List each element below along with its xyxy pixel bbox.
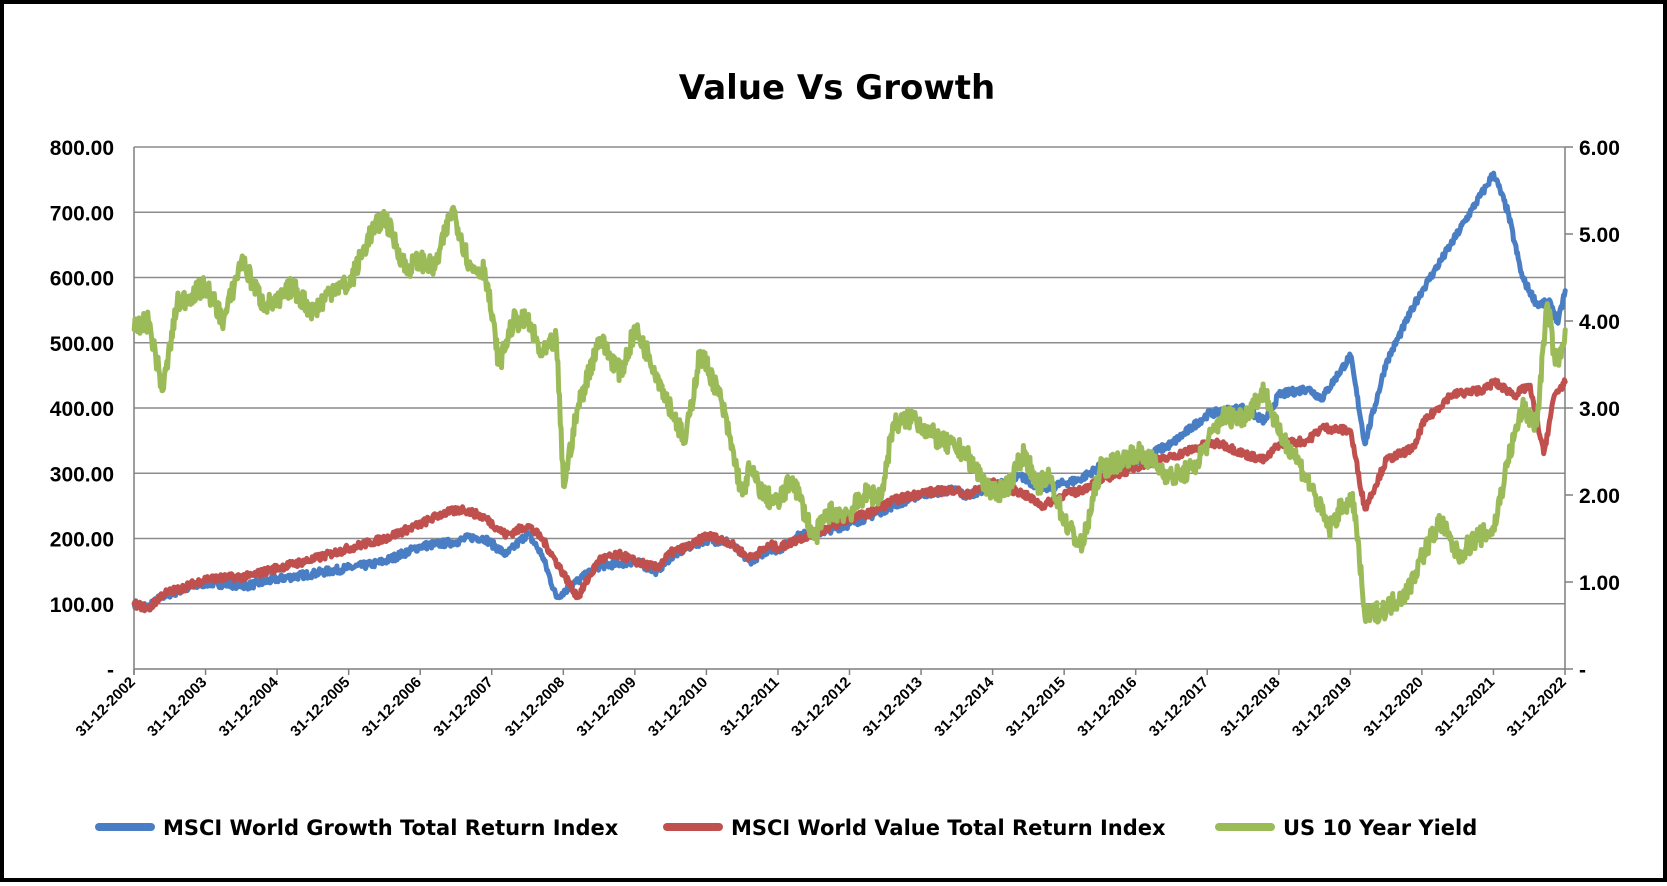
x-tick-label: 31-12-2014 bbox=[931, 673, 998, 740]
series-lines bbox=[131, 170, 1568, 625]
y-right-tick-label: 4.00 bbox=[1579, 311, 1620, 334]
x-tick-label: 31-12-2011 bbox=[717, 674, 783, 740]
x-tick-label: 31-12-2002 bbox=[73, 674, 139, 740]
y-left-tick-label: 600.00 bbox=[50, 268, 114, 291]
chart-title: Value Vs Growth bbox=[679, 68, 995, 108]
y-left-tick-label: 500.00 bbox=[50, 333, 114, 356]
x-tick-label: 31-12-2020 bbox=[1360, 674, 1426, 740]
x-tick-label: 31-12-2016 bbox=[1074, 674, 1140, 740]
x-tick-label: 31-12-2015 bbox=[1003, 674, 1069, 740]
legend-label: MSCI World Growth Total Return Index bbox=[163, 816, 619, 840]
y-left-tick-label: 100.00 bbox=[50, 594, 114, 617]
x-tick-label: 31-12-2004 bbox=[216, 673, 283, 740]
x-tick-label: 31-12-2005 bbox=[287, 674, 353, 740]
y-left-tick-label: - bbox=[107, 659, 114, 682]
x-tick-label: 31-12-2003 bbox=[144, 674, 210, 740]
x-tick-label: 31-12-2010 bbox=[645, 674, 711, 740]
x-tick-label: 31-12-2008 bbox=[502, 674, 568, 740]
y-left-tick-label: 200.00 bbox=[50, 529, 114, 552]
y-right-tick-label: 2.00 bbox=[1579, 485, 1620, 508]
x-tick-label: 31-12-2007 bbox=[430, 674, 496, 740]
y-left-tick-label: 700.00 bbox=[50, 202, 114, 225]
x-tick-label: 31-12-2009 bbox=[573, 674, 639, 740]
y-right-tick-label: 5.00 bbox=[1579, 224, 1620, 247]
y-right-tick-label: - bbox=[1579, 659, 1586, 682]
x-tick-label: 31-12-2022 bbox=[1504, 674, 1570, 740]
x-tick-label: 31-12-2012 bbox=[788, 674, 854, 740]
x-tick-label: 31-12-2021 bbox=[1432, 674, 1498, 740]
x-tick-label: 31-12-2013 bbox=[860, 674, 926, 740]
legend-label: US 10 Year Yield bbox=[1283, 816, 1477, 840]
y-left-tick-label: 400.00 bbox=[50, 398, 114, 421]
x-tick-label: 31-12-2018 bbox=[1217, 674, 1283, 740]
series-line-3 bbox=[131, 204, 1568, 625]
series-line-1 bbox=[131, 170, 1568, 613]
x-tick-label: 31-12-2019 bbox=[1289, 674, 1355, 740]
y-right-tick-label: 1.00 bbox=[1579, 572, 1620, 595]
y-right-tick-label: 6.00 bbox=[1579, 137, 1620, 160]
y-right-tick-label: 3.00 bbox=[1579, 398, 1620, 421]
axes: - 100.00 200.00 300.00 400.00 500.00 600.00 700… bbox=[50, 137, 1620, 740]
y-left-tick-label: 800.00 bbox=[50, 137, 114, 160]
y-left-tick-label: 300.00 bbox=[50, 463, 114, 486]
x-tick-label: 31-12-2017 bbox=[1146, 674, 1212, 740]
gridlines bbox=[134, 146, 1565, 670]
legend-label: MSCI World Value Total Return Index bbox=[731, 816, 1166, 840]
legend: MSCI World Growth Total Return Index MSCI… bbox=[95, 816, 1477, 840]
x-tick-label: 31-12-2006 bbox=[359, 674, 425, 740]
value-vs-growth-chart: Value Vs Growth - 100.00 200.00 300.00 400.0… bbox=[50, 68, 1620, 840]
